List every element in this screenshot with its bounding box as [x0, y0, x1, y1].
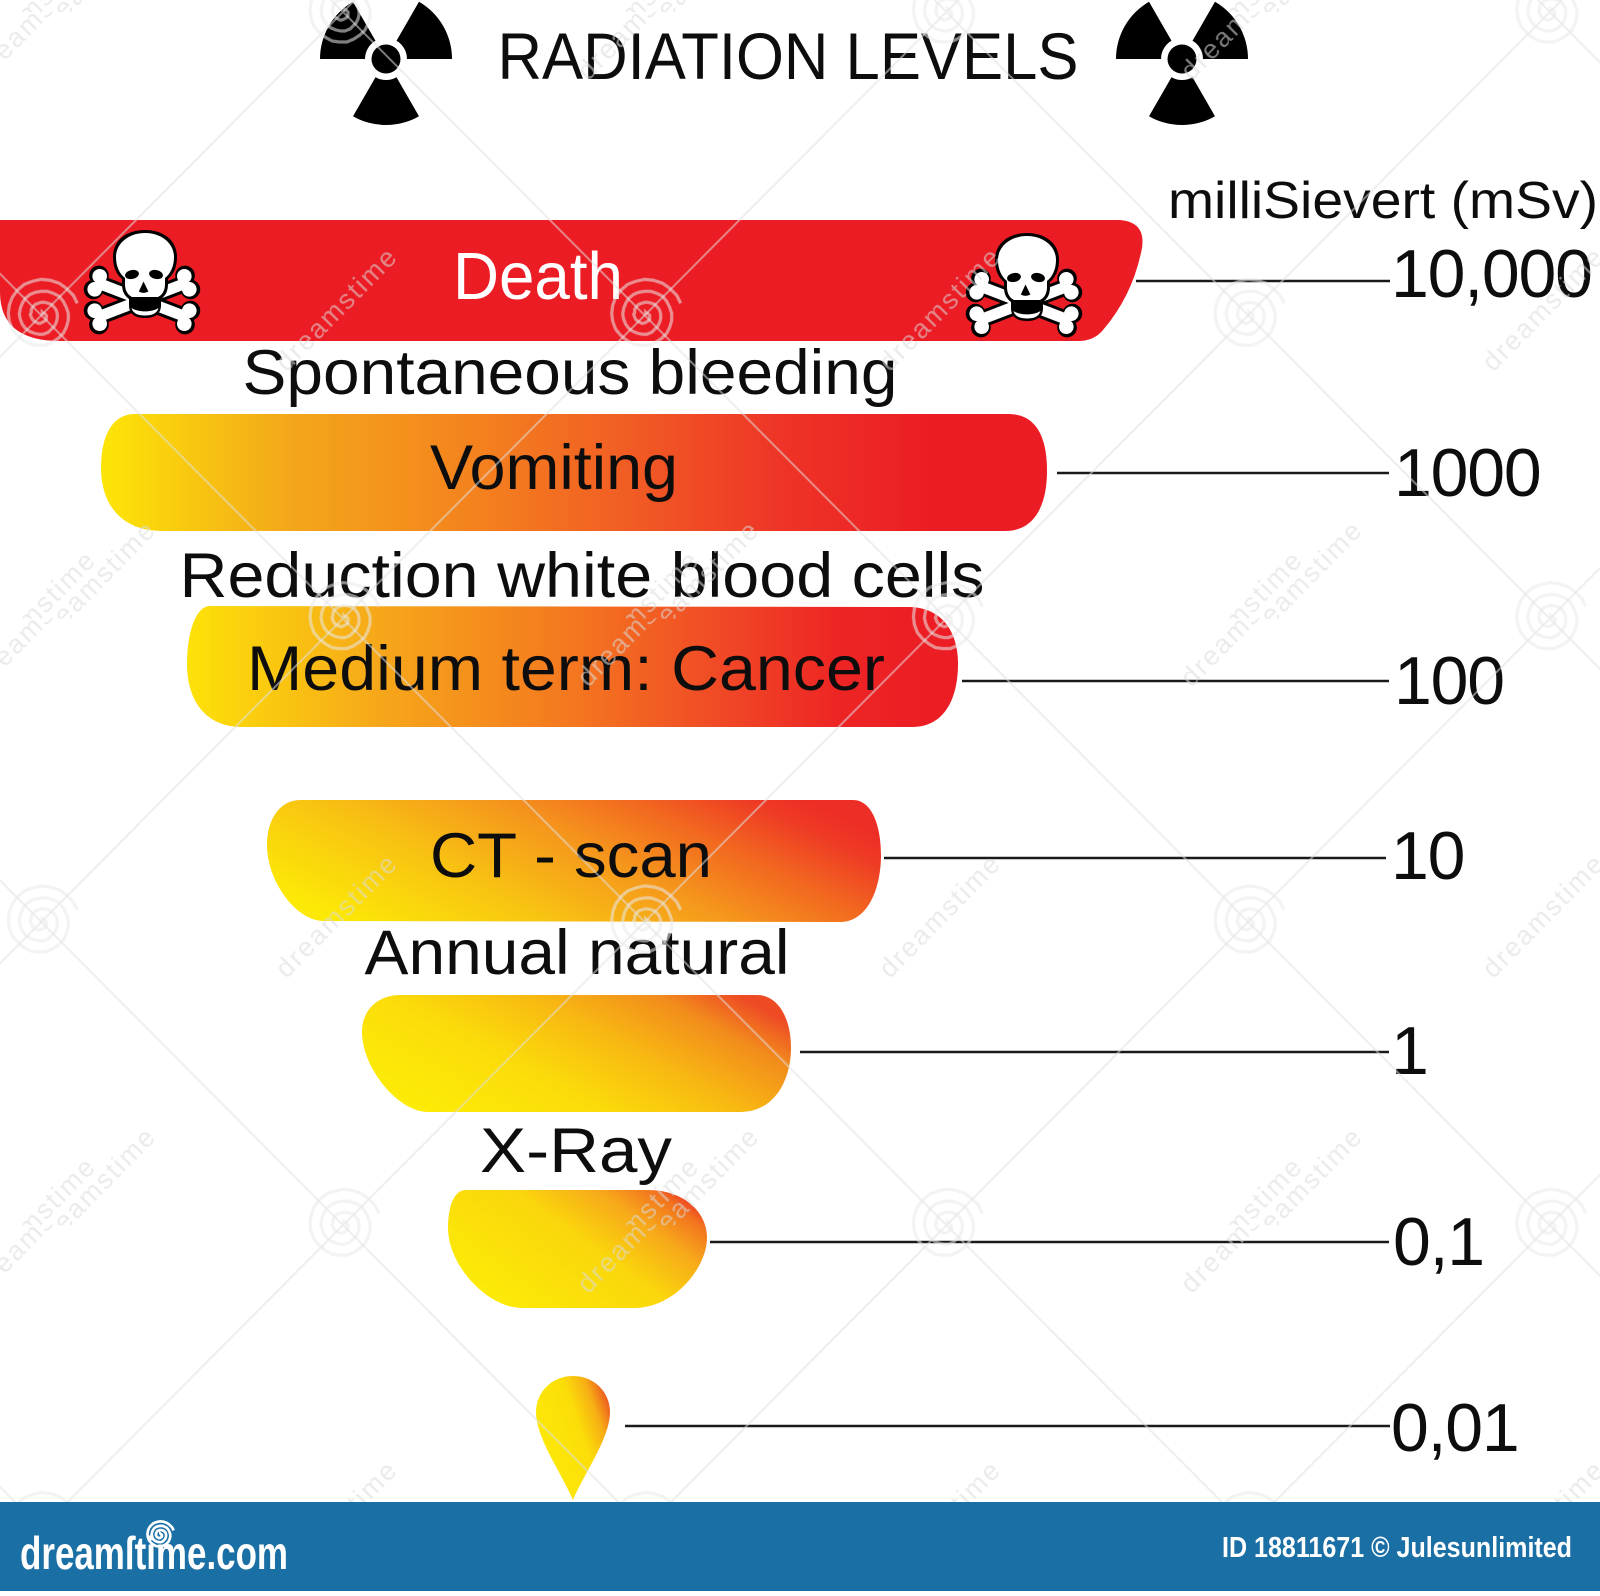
svg-text:ID 18811671 © Julesunlimited: ID 18811671 © Julesunlimited: [1222, 1532, 1572, 1564]
svg-text:dreamſtime.com: dreamſtime.com: [20, 1527, 288, 1579]
